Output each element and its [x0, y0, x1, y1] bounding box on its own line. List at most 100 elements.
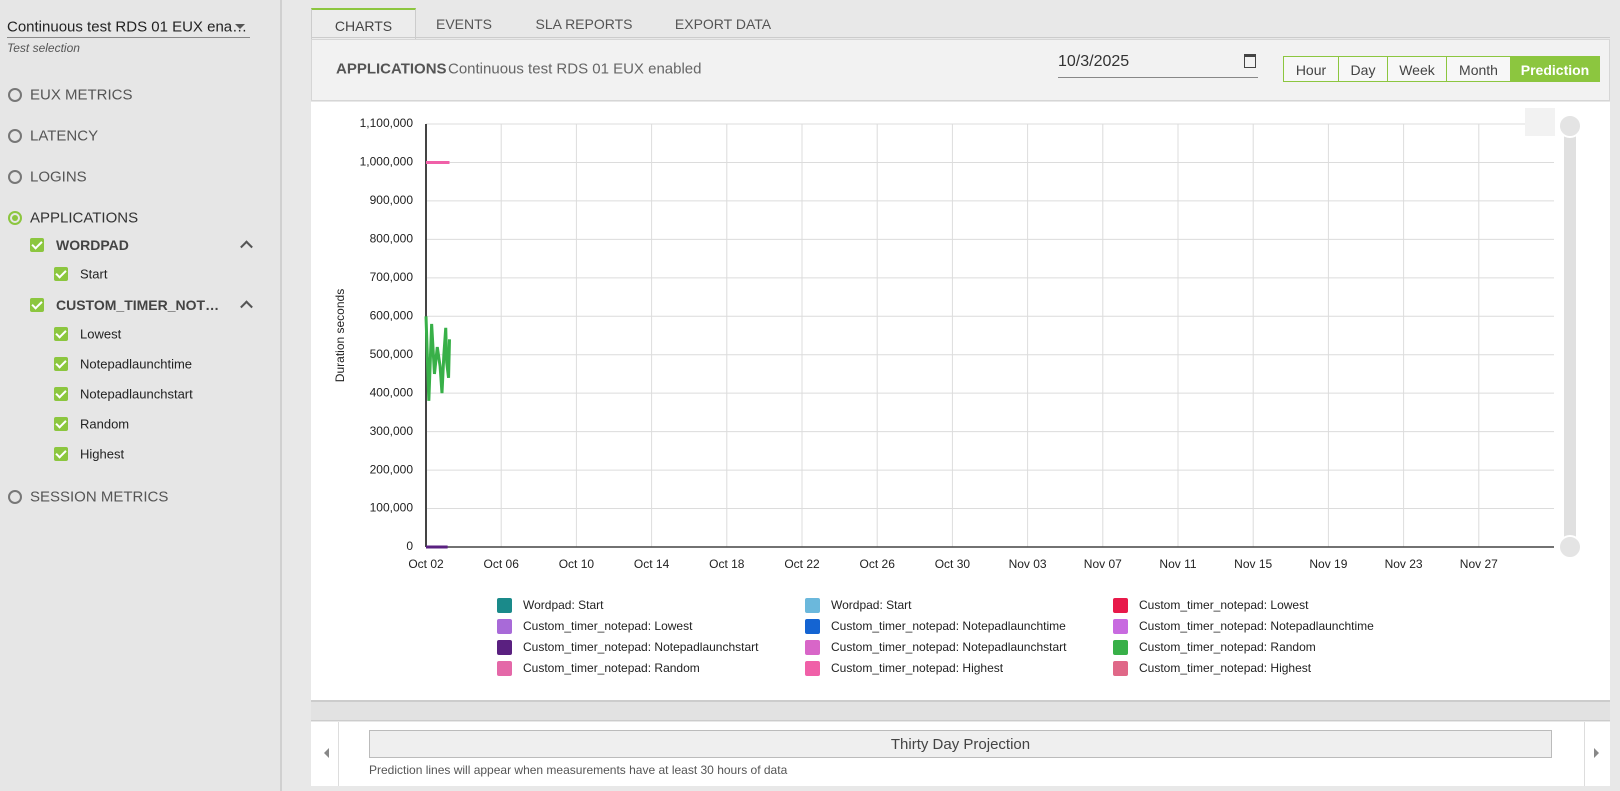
legend-label[interactable]: Custom_timer_notepad: Highest	[831, 661, 1004, 675]
x-tick-label: Oct 30	[935, 557, 971, 571]
legend-label[interactable]: Custom_timer_notepad: Random	[523, 661, 700, 675]
y-tick-label: 1,000,000	[360, 155, 414, 169]
item-checkbox[interactable]	[54, 357, 68, 371]
x-tick-label: Oct 02	[408, 557, 444, 571]
zoom-handle	[1558, 114, 1582, 138]
dropdown-arrow[interactable]	[235, 24, 245, 34]
legend-label[interactable]: Custom_timer_notepad: Notepadlaunchtime	[831, 619, 1066, 633]
range-button[interactable]: Day	[1338, 56, 1388, 82]
projection-note: Prediction lines will appear when measur…	[369, 763, 788, 777]
group-checkbox[interactable]	[30, 238, 44, 252]
item-label[interactable]: Highest	[80, 446, 125, 462]
x-tick-label: Oct 18	[709, 557, 745, 571]
metric-label[interactable]: SESSION METRICS	[30, 488, 169, 506]
zoom-handle	[1558, 535, 1582, 559]
metric-label[interactable]: LOGINS	[30, 168, 87, 186]
metric-label[interactable]: EUX METRICS	[30, 86, 133, 104]
legend-label[interactable]: Custom_timer_notepad: Lowest	[1139, 598, 1309, 612]
legend-swatch[interactable]	[1113, 598, 1128, 613]
item-checkbox[interactable]	[54, 267, 68, 281]
x-tick-label: Nov 19	[1309, 557, 1347, 571]
collapse-chevron[interactable]	[240, 300, 253, 314]
chart-menu	[1525, 108, 1555, 136]
item-label[interactable]: Notepadlaunchstart	[80, 386, 193, 402]
header-subtitle: Continuous test RDS 01 EUX enabled	[448, 60, 702, 78]
x-tick-label: Nov 03	[1009, 557, 1047, 571]
item-checkbox[interactable]	[54, 417, 68, 431]
legend-label[interactable]: Custom_timer_notepad: Notepadlaunchstart	[831, 640, 1067, 654]
group-label[interactable]: WORDPAD	[56, 237, 129, 253]
metric-label[interactable]: LATENCY	[30, 127, 99, 145]
range-button[interactable]: Hour	[1283, 56, 1339, 82]
tab[interactable]: EVENTS	[435, 16, 492, 32]
range-button[interactable]: Month	[1446, 56, 1511, 82]
legend-swatch[interactable]	[1113, 619, 1128, 634]
y-tick-label: 900,000	[370, 193, 414, 207]
legend-swatch[interactable]	[805, 619, 820, 634]
legend-label[interactable]: Wordpad: Start	[831, 598, 912, 612]
projection-button[interactable]: Thirty Day Projection	[369, 730, 1552, 758]
tab[interactable]: EXPORT DATA	[674, 16, 772, 32]
calendar-icon[interactable]	[1244, 54, 1256, 68]
tab[interactable]: SLA REPORTS	[535, 16, 633, 32]
next-arrow[interactable]	[1594, 748, 1604, 758]
group-label[interactable]: CUSTOM_TIMER_NOT…	[56, 297, 220, 313]
item-label[interactable]: Lowest	[80, 326, 122, 342]
metric-label[interactable]: APPLICATIONS	[30, 209, 139, 227]
legend-swatch[interactable]	[1113, 661, 1128, 676]
header-title: APPLICATIONS	[336, 60, 447, 78]
range-button[interactable]: Prediction	[1510, 56, 1600, 82]
date-input[interactable]: 10/3/2025	[1058, 53, 1130, 70]
y-tick-label: 1,100,000	[360, 116, 414, 130]
metric-radio[interactable]	[8, 170, 22, 184]
metric-radio[interactable]	[8, 88, 22, 102]
x-tick-label: Nov 15	[1234, 557, 1272, 571]
metric-radio[interactable]	[8, 129, 22, 143]
legend-label[interactable]: Custom_timer_notepad: Highest	[1139, 661, 1312, 675]
group-checkbox[interactable]	[30, 298, 44, 312]
item-checkbox[interactable]	[54, 387, 68, 401]
x-tick-label: Nov 23	[1385, 557, 1423, 571]
projection-frame	[338, 722, 1585, 786]
item-label[interactable]: Notepadlaunchtime	[80, 356, 193, 372]
item-checkbox[interactable]	[54, 327, 68, 341]
tab-line	[311, 37, 1610, 38]
legend-swatch[interactable]	[805, 661, 820, 676]
series-line	[424, 316, 451, 401]
y-tick-label: 600,000	[370, 308, 414, 322]
zoom-track	[1564, 124, 1576, 547]
legend-swatch[interactable]	[805, 598, 820, 613]
legend-label[interactable]: Custom_timer_notepad: Random	[1139, 640, 1316, 654]
sidebar: Continuous test RDS 01 EUX ena… Test sel…	[0, 0, 282, 791]
legend-label[interactable]: Custom_timer_notepad: Notepadlaunchstart	[523, 640, 759, 654]
y-tick-label: 700,000	[370, 270, 414, 284]
range-button[interactable]: Week	[1387, 56, 1447, 82]
legend-swatch[interactable]	[497, 598, 512, 613]
divider	[311, 702, 1610, 721]
legend-label[interactable]: Wordpad: Start	[523, 598, 604, 612]
y-tick-label: 200,000	[370, 462, 414, 476]
legend-swatch[interactable]	[805, 640, 820, 655]
legend-swatch[interactable]	[1113, 640, 1128, 655]
projection-panel: Thirty Day Projection Prediction lines w…	[311, 722, 1610, 786]
chart: 0 100,000 200,000 300,000 400,000 500,000 600,…	[311, 102, 1610, 702]
collapse-chevron[interactable]	[240, 240, 253, 254]
y-tick-label: 0	[406, 539, 413, 553]
prev-arrow[interactable]	[319, 748, 329, 758]
item-checkbox[interactable]	[54, 447, 68, 461]
test-select[interactable]: Continuous test RDS 01 EUX ena…	[7, 18, 248, 36]
metric-radio[interactable]	[8, 490, 22, 504]
x-tick-label: Oct 14	[634, 557, 670, 571]
tab[interactable]: CHARTS	[311, 8, 416, 40]
legend-swatch[interactable]	[497, 619, 512, 634]
legend-label[interactable]: Custom_timer_notepad: Notepadlaunchtime	[1139, 619, 1374, 633]
legend-swatch[interactable]	[497, 661, 512, 676]
legend-label[interactable]: Custom_timer_notepad: Lowest	[523, 619, 693, 633]
legend-swatch[interactable]	[497, 640, 512, 655]
x-tick-label: Oct 26	[860, 557, 896, 571]
item-label[interactable]: Random	[80, 416, 130, 432]
metric-radio[interactable]	[8, 211, 22, 225]
x-tick-label: Nov 11	[1159, 557, 1196, 571]
item-label[interactable]: Start	[80, 266, 108, 282]
